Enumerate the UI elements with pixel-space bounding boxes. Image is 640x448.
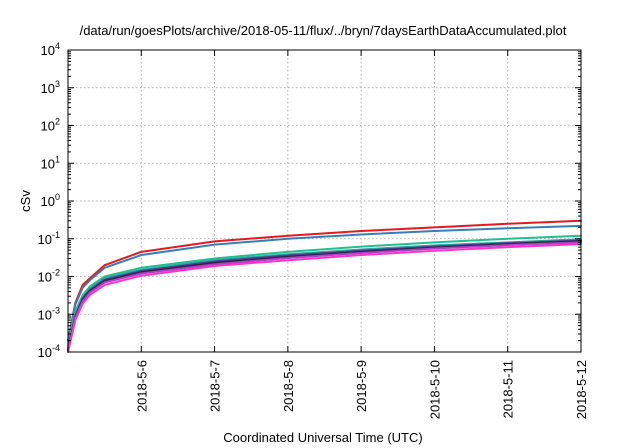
y-tick-label: 102 xyxy=(41,117,60,134)
y-tick-labels: 10-4 10-3 10-2 10-1 100 101 102 103 104 xyxy=(38,41,60,360)
x-axis-label: Coordinated Universal Time (UTC) xyxy=(223,430,422,445)
y-tick-label: 10-1 xyxy=(38,230,60,247)
series-line-8 xyxy=(67,243,582,353)
y-tick-label: 104 xyxy=(41,41,60,58)
y-tick-label: 100 xyxy=(41,192,60,209)
chart-title: /data/run/goesPlots/archive/2018-05-11/f… xyxy=(80,23,567,38)
series-line-2 xyxy=(67,224,582,342)
series-layer xyxy=(67,219,582,353)
series-line-1 xyxy=(67,219,582,342)
x-tick-labels: 2018-5-6 2018-5-7 2018-5-8 2018-5-9 2018-5-1… xyxy=(134,360,589,419)
x-tick-label: 2018-5-7 xyxy=(208,360,223,412)
series-line-7 xyxy=(67,241,582,353)
y-tick-label: 10-3 xyxy=(38,305,60,322)
x-tick-label: 2018-5-8 xyxy=(281,360,296,412)
y-tick-label: 10-4 xyxy=(38,343,60,360)
x-tick-label: 2018-5-10 xyxy=(427,360,442,419)
x-tick-label: 2018-5-6 xyxy=(134,360,149,412)
x-tick-label: 2018-5-12 xyxy=(574,360,589,419)
y-tick-label: 103 xyxy=(41,79,60,96)
ticks xyxy=(68,49,582,353)
x-tick-label: 2018-5-11 xyxy=(501,360,516,418)
grid xyxy=(68,50,581,352)
y-tick-label: 10-2 xyxy=(38,268,60,285)
x-tick-label: 2018-5-9 xyxy=(354,360,369,412)
y-axis-label: cSv xyxy=(18,190,33,212)
y-tick-label: 101 xyxy=(41,154,60,171)
